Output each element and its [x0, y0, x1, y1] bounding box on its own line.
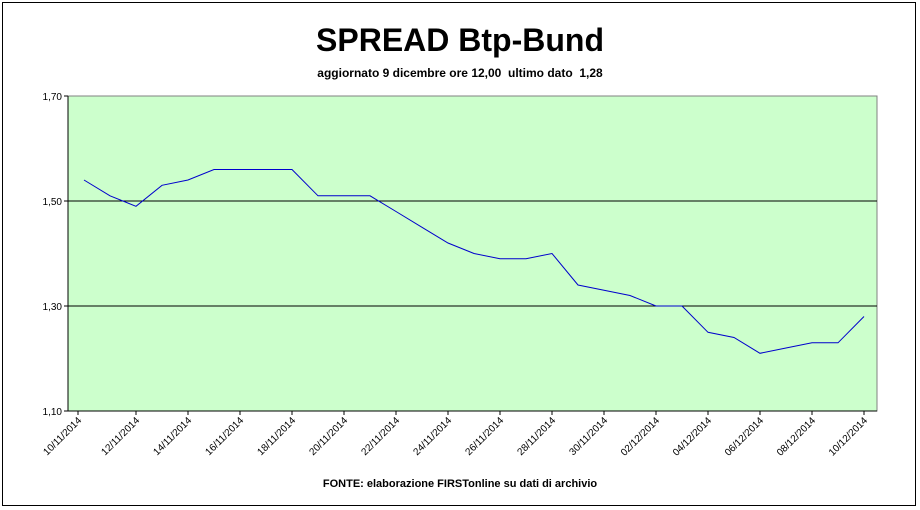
y-tick-label: 1,30: [43, 302, 63, 313]
x-tick-label: 24/11/2014: [411, 415, 454, 458]
x-tick-label: 18/11/2014: [255, 415, 298, 458]
x-tick-label: 16/11/2014: [203, 415, 246, 458]
y-tick-label: 1,70: [43, 92, 63, 103]
x-tick-label: 10/12/2014: [827, 415, 870, 458]
plot-area: [67, 95, 878, 412]
x-tick-label: 06/12/2014: [723, 415, 766, 458]
series-line: [83, 169, 865, 354]
chart-title: SPREAD Btp-Bund: [316, 22, 604, 58]
x-tick-label: 26/11/2014: [463, 415, 506, 458]
x-tick-label: 12/11/2014: [99, 415, 142, 458]
y-axis-ticks: 1,10 1,30 1,50 1,70: [43, 92, 68, 418]
chart-source-note: FONTE: elaborazione FIRSTonline su dati …: [322, 478, 598, 490]
x-tick-label: 14/11/2014: [151, 415, 194, 458]
x-tick-label: 02/12/2014: [619, 415, 662, 458]
gridlines: [68, 200, 877, 307]
y-tick-label: 1,10: [43, 407, 63, 418]
chart-subtitle: aggiornato 9 dicembre ore 12,00 ultimo d…: [317, 66, 603, 80]
x-tick-label: 30/11/2014: [567, 415, 610, 458]
series-layer: [83, 169, 865, 354]
x-tick-label: 08/12/2014: [775, 415, 818, 458]
x-tick-label: 04/12/2014: [671, 415, 714, 458]
x-tick-label: 10/11/2014: [41, 415, 84, 458]
x-tick-label: 28/11/2014: [515, 415, 558, 458]
x-tick-label: 20/11/2014: [307, 415, 350, 458]
x-tick-label: 22/11/2014: [359, 415, 402, 458]
y-tick-label: 1,50: [43, 197, 63, 208]
x-axis-ticks: 10/11/2014 12/11/2014 14/11/2014 16/11/2014…: [41, 411, 870, 459]
